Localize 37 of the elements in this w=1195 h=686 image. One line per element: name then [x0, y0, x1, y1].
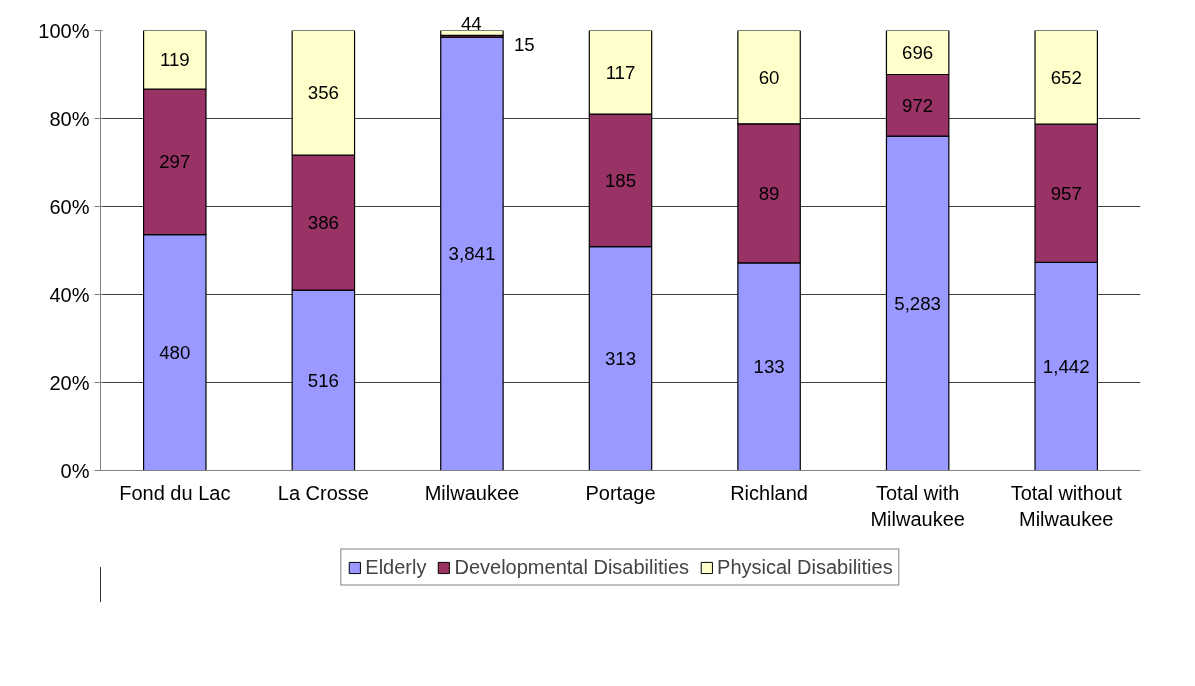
annotation: 313 — [604, 348, 637, 370]
x-tick-label: Richland — [730, 481, 808, 504]
annotation: 652 — [1050, 66, 1082, 88]
y-tick-label: 0% — [60, 459, 90, 482]
annotation: 44 — [460, 12, 482, 34]
annotation: 480 — [159, 342, 191, 364]
x-tick-label: Total without Milwaukee — [1010, 481, 1123, 530]
annotation: 1,442 — [1042, 355, 1090, 377]
x-tick-label: Fond du Lac — [119, 481, 231, 504]
annotation: 133 — [753, 356, 785, 378]
annotation: 386 — [307, 212, 339, 234]
legend-label: Elderly — [365, 555, 427, 579]
annotation: 15 — [513, 33, 535, 55]
y-tick-label: 80% — [49, 107, 90, 130]
annotation: 356 — [307, 82, 339, 104]
x-tick-label: Milwaukee — [424, 481, 520, 504]
annotation: 3,841 — [448, 243, 496, 265]
annotation: 60 — [758, 66, 780, 88]
annotation: 696 — [902, 42, 934, 63]
annotation: 185 — [604, 169, 637, 191]
y-tick-label: 20% — [49, 371, 90, 394]
y-tick-label: 100% — [38, 19, 90, 42]
annotation: 117 — [605, 61, 636, 83]
legend-label: Developmental Disabilities — [454, 555, 690, 579]
legend-label: Physical Disabilities — [717, 555, 893, 579]
y-tick-label: 40% — [49, 283, 90, 306]
x-tick-label: Total with Milwaukee — [870, 481, 965, 530]
annotation: 516 — [307, 369, 339, 391]
annotation: 297 — [159, 151, 191, 173]
x-tick-label: Portage — [585, 481, 656, 504]
annotation: 972 — [902, 94, 934, 116]
y-tick-label: 60% — [49, 195, 90, 218]
annotation: 119 — [159, 49, 190, 71]
annotation: 89 — [758, 182, 780, 204]
x-tick-label: La Crosse — [277, 481, 369, 504]
annotation: 5,283 — [894, 292, 941, 314]
annotation: 957 — [1050, 182, 1082, 204]
